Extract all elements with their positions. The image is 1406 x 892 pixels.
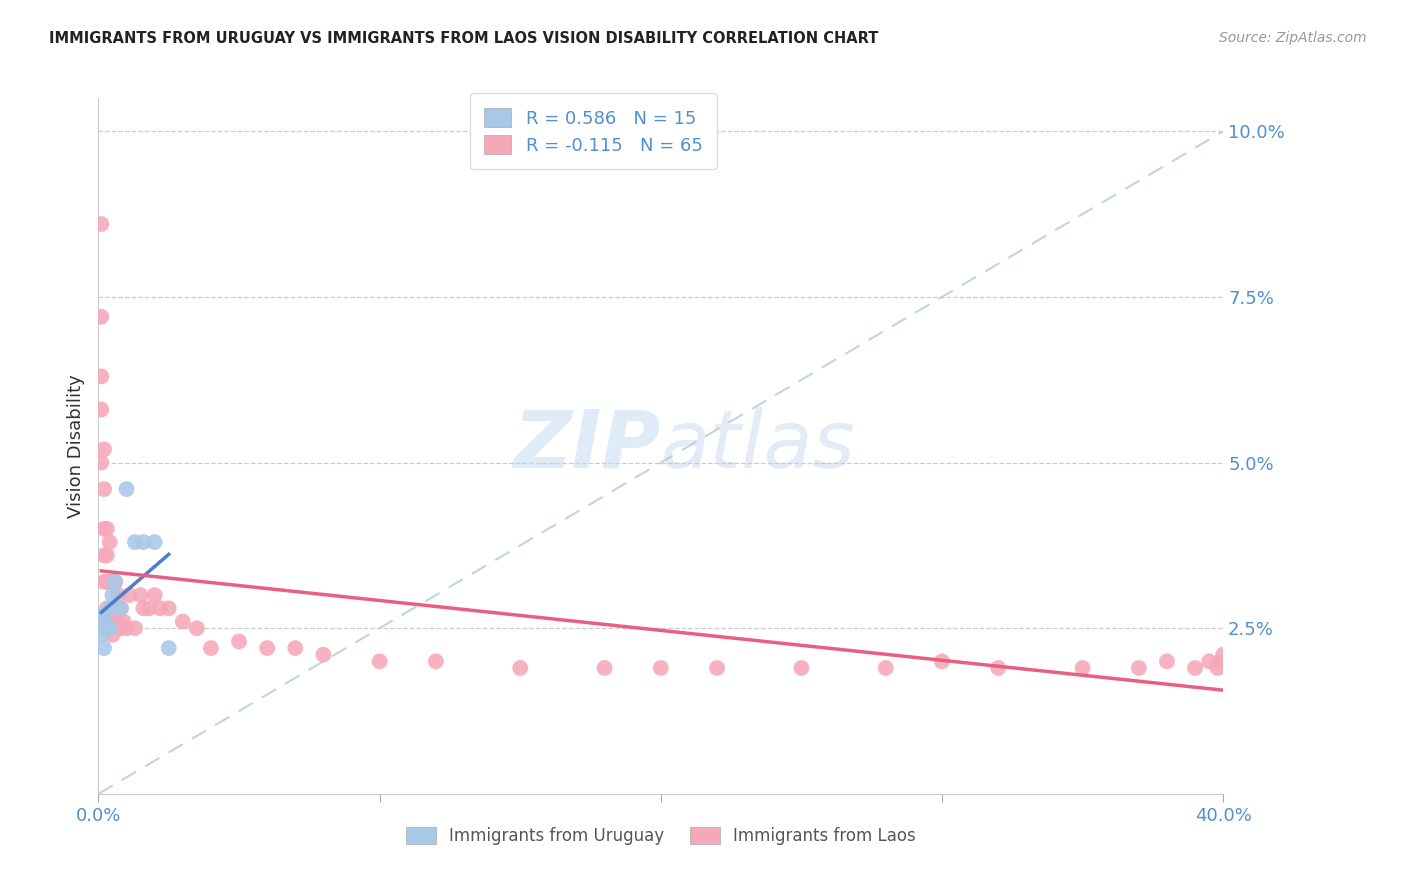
Point xyxy=(875,661,897,675)
Point xyxy=(96,621,118,635)
Point xyxy=(110,601,132,615)
Text: IMMIGRANTS FROM URUGUAY VS IMMIGRANTS FROM LAOS VISION DISABILITY CORRELATION CH: IMMIGRANTS FROM URUGUAY VS IMMIGRANTS FR… xyxy=(49,31,879,46)
Point xyxy=(101,574,124,589)
Point xyxy=(93,641,115,656)
Point xyxy=(101,628,124,642)
Legend: Immigrants from Uruguay, Immigrants from Laos: Immigrants from Uruguay, Immigrants from… xyxy=(399,820,922,852)
Point xyxy=(93,522,115,536)
Point xyxy=(96,574,118,589)
Point xyxy=(93,615,115,629)
Point xyxy=(1212,654,1234,668)
Point xyxy=(138,601,160,615)
Point xyxy=(1071,661,1094,675)
Point xyxy=(118,588,141,602)
Point xyxy=(509,661,531,675)
Point xyxy=(115,482,138,496)
Point xyxy=(98,601,121,615)
Point xyxy=(1156,654,1178,668)
Point xyxy=(96,549,118,563)
Point xyxy=(284,641,307,656)
Point xyxy=(90,369,112,384)
Text: atlas: atlas xyxy=(661,407,856,485)
Point xyxy=(93,549,115,563)
Point xyxy=(90,310,112,324)
Point xyxy=(425,654,447,668)
Point xyxy=(96,522,118,536)
Point xyxy=(593,661,616,675)
Point xyxy=(143,535,166,549)
Point xyxy=(650,661,672,675)
Point xyxy=(104,574,127,589)
Point xyxy=(256,641,278,656)
Point xyxy=(124,621,146,635)
Point xyxy=(1184,661,1206,675)
Point xyxy=(186,621,208,635)
Point xyxy=(98,574,121,589)
Point xyxy=(115,621,138,635)
Point xyxy=(90,217,112,231)
Point xyxy=(93,574,115,589)
Point xyxy=(149,601,172,615)
Point xyxy=(104,574,127,589)
Point xyxy=(96,601,118,615)
Point xyxy=(132,601,155,615)
Point xyxy=(157,641,180,656)
Point xyxy=(104,601,127,615)
Point xyxy=(143,588,166,602)
Point xyxy=(107,588,129,602)
Point xyxy=(1206,661,1229,675)
Point xyxy=(987,661,1010,675)
Point xyxy=(129,588,152,602)
Point xyxy=(1209,654,1232,668)
Point xyxy=(98,621,121,635)
Point xyxy=(110,601,132,615)
Point xyxy=(98,601,121,615)
Point xyxy=(172,615,194,629)
Point xyxy=(96,615,118,629)
Point xyxy=(101,588,124,602)
Point xyxy=(90,456,112,470)
Y-axis label: Vision Disability: Vision Disability xyxy=(66,374,84,518)
Point xyxy=(90,402,112,417)
Point xyxy=(157,601,180,615)
Text: ZIP: ZIP xyxy=(513,407,661,485)
Point xyxy=(228,634,250,648)
Point xyxy=(132,535,155,549)
Point xyxy=(110,621,132,635)
Point xyxy=(101,601,124,615)
Point xyxy=(112,615,135,629)
Point xyxy=(90,628,112,642)
Point xyxy=(790,661,813,675)
Point xyxy=(706,661,728,675)
Point xyxy=(93,482,115,496)
Point xyxy=(101,615,124,629)
Point xyxy=(312,648,335,662)
Point xyxy=(931,654,953,668)
Point xyxy=(96,621,118,635)
Point xyxy=(1128,661,1150,675)
Point xyxy=(200,641,222,656)
Point xyxy=(1198,654,1220,668)
Point xyxy=(368,654,391,668)
Point xyxy=(107,607,129,622)
Point xyxy=(124,535,146,549)
Text: Source: ZipAtlas.com: Source: ZipAtlas.com xyxy=(1219,31,1367,45)
Point xyxy=(90,607,112,622)
Point xyxy=(98,535,121,549)
Point xyxy=(93,442,115,457)
Point xyxy=(1212,648,1234,662)
